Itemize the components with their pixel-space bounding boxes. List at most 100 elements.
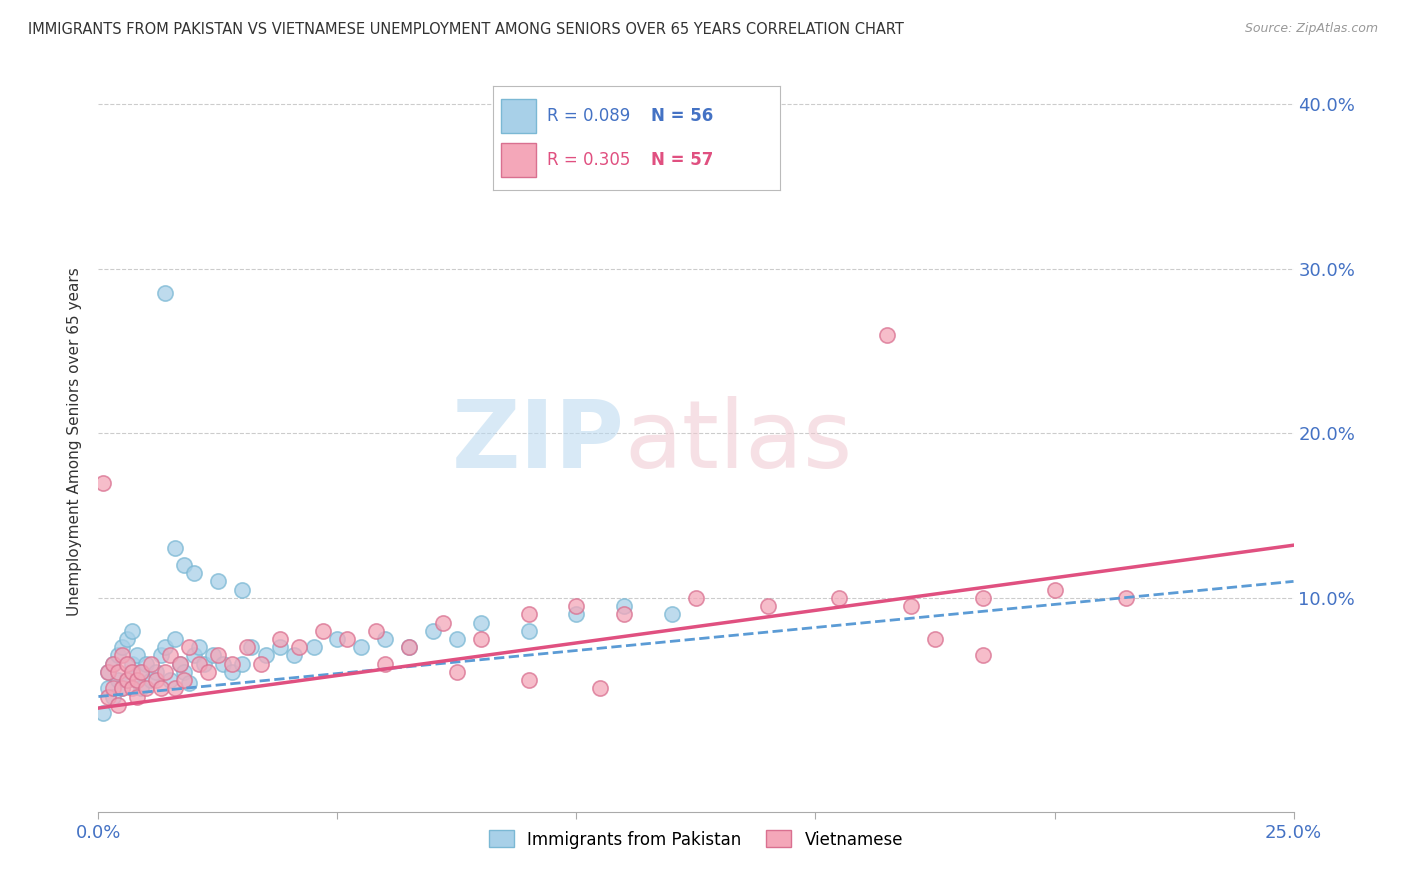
Point [97, 690, 120, 704]
Point [139, 673, 162, 687]
Point [221, 665, 243, 679]
Point [661, 607, 683, 622]
Point [169, 657, 191, 671]
Point [179, 640, 201, 655]
Point [115, 632, 138, 646]
Point [756, 599, 779, 613]
Point [91, 706, 114, 720]
Point [470, 632, 492, 646]
Point [155, 665, 177, 679]
Point [336, 632, 359, 646]
Point [107, 648, 129, 663]
Point [197, 665, 219, 679]
Point [97, 665, 120, 679]
Point [121, 624, 143, 638]
Point [828, 591, 851, 605]
Point [517, 624, 540, 638]
Point [565, 599, 588, 613]
Point [97, 681, 120, 696]
Point [145, 673, 167, 687]
Point [254, 648, 277, 663]
Point [876, 327, 898, 342]
Point [283, 648, 305, 663]
Point [302, 640, 325, 655]
Point [173, 558, 195, 572]
Point [111, 681, 134, 696]
Y-axis label: Unemployment Among Seniors over 65 years: Unemployment Among Seniors over 65 years [67, 268, 83, 615]
Point [149, 648, 172, 663]
Point [972, 648, 994, 663]
Point [145, 665, 167, 679]
Point [193, 657, 215, 671]
Point [972, 591, 994, 605]
Point [173, 673, 195, 687]
Point [91, 475, 114, 490]
Point [221, 657, 243, 671]
Point [173, 665, 195, 679]
Point [155, 640, 177, 655]
Point [231, 657, 253, 671]
Point [269, 640, 291, 655]
Point [135, 657, 157, 671]
Point [111, 681, 134, 696]
Point [107, 698, 129, 712]
Point [139, 657, 162, 671]
Point [1043, 582, 1066, 597]
Point [312, 624, 335, 638]
Point [155, 286, 177, 301]
Point [924, 632, 946, 646]
Point [107, 673, 129, 687]
Text: ZIP: ZIP [451, 395, 624, 488]
Point [163, 681, 186, 696]
Point [269, 632, 291, 646]
Point [115, 657, 138, 671]
Point [131, 665, 153, 679]
Point [240, 640, 263, 655]
Legend: Immigrants from Pakistan, Vietnamese: Immigrants from Pakistan, Vietnamese [482, 823, 910, 855]
Point [125, 690, 148, 704]
Point [565, 607, 588, 622]
Point [131, 665, 153, 679]
Point [115, 673, 138, 687]
Point [187, 640, 209, 655]
Text: Source: ZipAtlas.com: Source: ZipAtlas.com [1244, 22, 1378, 36]
Point [231, 582, 253, 597]
Point [163, 541, 186, 556]
Point [111, 640, 134, 655]
Point [187, 657, 209, 671]
Point [101, 681, 124, 696]
Point [235, 640, 257, 655]
Point [101, 690, 124, 704]
Point [107, 665, 129, 679]
Point [446, 665, 468, 679]
Point [159, 648, 181, 663]
Point [101, 657, 124, 671]
Point [288, 640, 311, 655]
Point [125, 648, 148, 663]
Point [900, 599, 922, 613]
Point [350, 640, 373, 655]
Point [101, 657, 124, 671]
Point [326, 632, 349, 646]
Point [374, 657, 396, 671]
Point [169, 657, 191, 671]
Point [589, 681, 612, 696]
Point [422, 624, 444, 638]
Point [398, 640, 420, 655]
Point [211, 657, 233, 671]
Point [183, 566, 205, 581]
Point [111, 648, 134, 663]
Point [613, 607, 636, 622]
Point [207, 648, 229, 663]
Point [159, 673, 181, 687]
Point [517, 673, 540, 687]
Point [121, 665, 143, 679]
Point [470, 615, 492, 630]
Point [685, 591, 707, 605]
Point [446, 632, 468, 646]
Point [613, 599, 636, 613]
Point [207, 574, 229, 589]
Point [364, 624, 387, 638]
Point [517, 607, 540, 622]
Point [121, 657, 143, 671]
